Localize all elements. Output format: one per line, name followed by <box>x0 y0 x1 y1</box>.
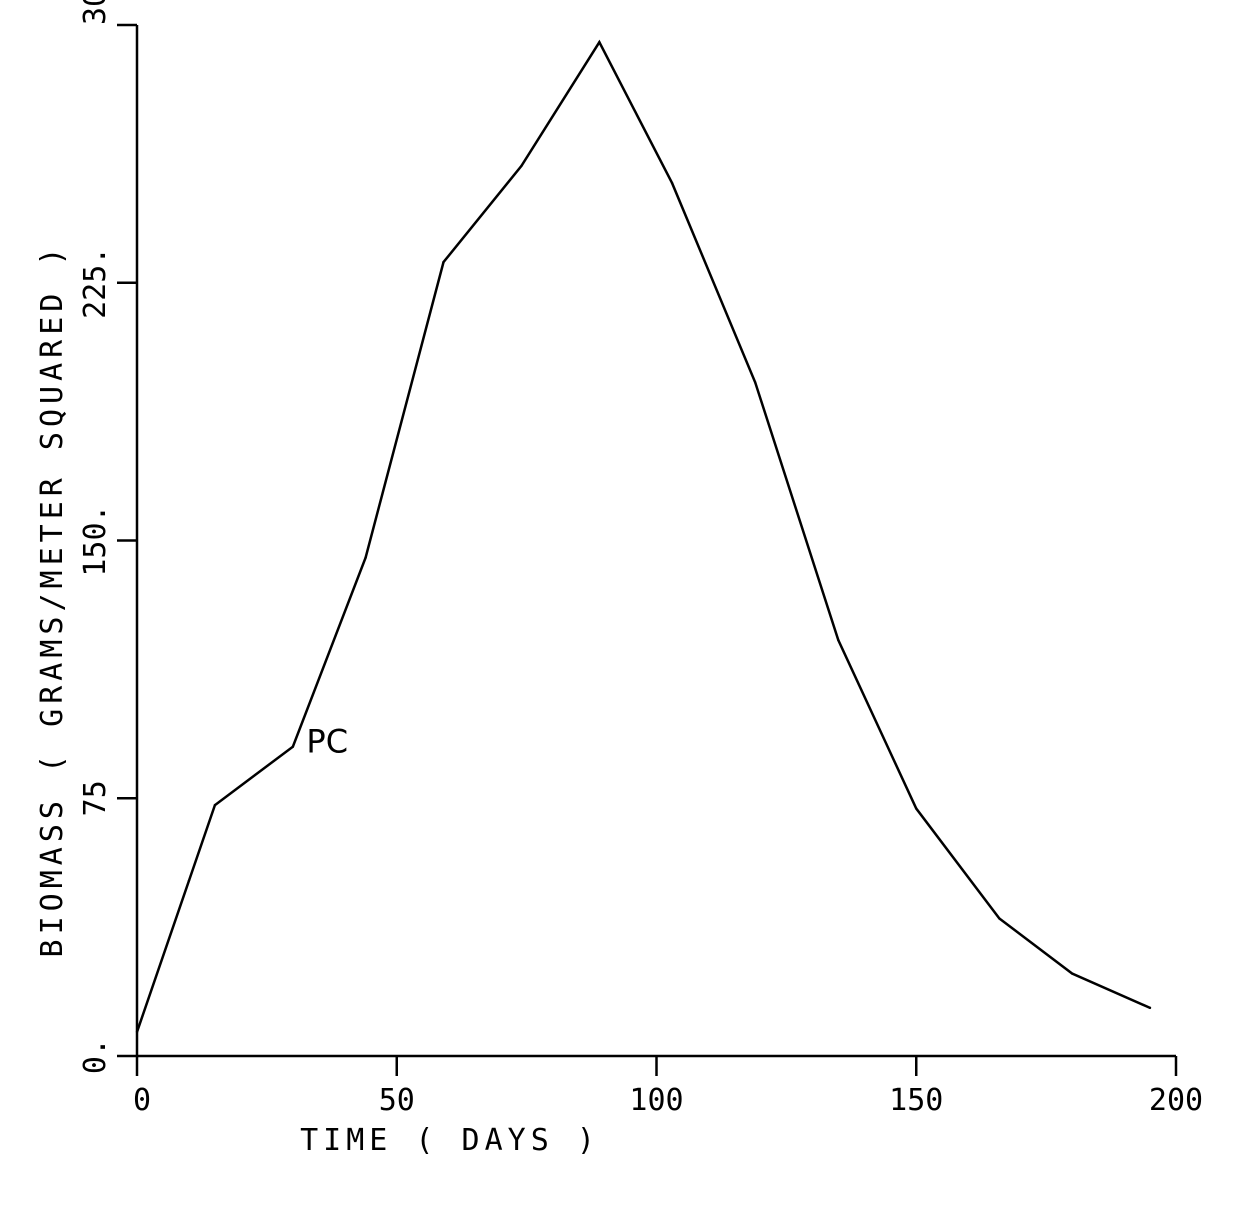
data-point <box>364 556 367 559</box>
data-point <box>291 745 295 748</box>
x-tick-label: 50 <box>379 1083 415 1118</box>
y-tick-label: 0. <box>78 1038 113 1074</box>
series-line-pc <box>135 39 1151 1033</box>
data-point <box>520 164 523 168</box>
y-tick-label: 300. <box>78 0 113 25</box>
data-points <box>135 40 1152 1034</box>
data-point <box>837 638 840 642</box>
data-point <box>998 917 1001 920</box>
data-point <box>213 803 217 807</box>
x-axis-label: TIME ( DAYS ) <box>300 1123 600 1158</box>
x-tick-label: 0 <box>133 1083 151 1118</box>
y-axis-label: BIOMASS ( GRAMS/METER SQUARED ) <box>35 243 70 958</box>
y-tick-label: 150. <box>78 504 113 576</box>
data-point <box>135 1030 139 1034</box>
data-point <box>1148 1006 1152 1010</box>
data-point <box>670 181 674 185</box>
y-tick-label: 225. <box>78 247 113 319</box>
data-point <box>915 807 918 810</box>
series-annotation-pc: PC <box>306 723 348 761</box>
data-point <box>754 381 757 384</box>
data-point <box>598 40 601 44</box>
data-point <box>442 260 445 264</box>
y-tick-label: 75 <box>78 780 113 816</box>
ticks: 0 50 100 150 200 0. 75 150. 225. 300. <box>78 0 1203 1118</box>
x-tick-label: 100 <box>629 1083 683 1118</box>
x-tick-label: 150 <box>889 1083 943 1118</box>
data-point <box>1070 972 1074 975</box>
data-point <box>187 879 191 882</box>
axes <box>135 25 1176 1058</box>
x-tick-label: 200 <box>1149 1083 1203 1118</box>
